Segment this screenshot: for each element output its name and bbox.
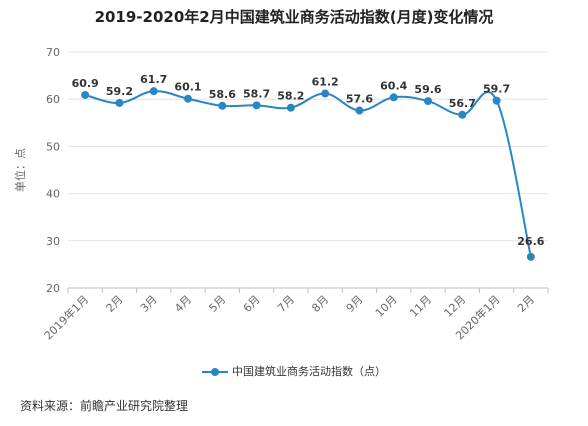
data-point [458,110,467,119]
x-tick-label: 2月 [104,293,126,315]
x-tick-label: 6月 [241,293,263,315]
data-label: 58.6 [209,88,236,101]
x-tick-label: 4月 [172,293,194,315]
y-tick-label: 60 [46,93,60,106]
data-point [81,90,90,99]
y-axis-label: 单位：点 [13,148,27,192]
y-tick-label: 70 [46,46,60,59]
x-tick-label: 12月 [442,293,469,320]
data-point [184,94,192,103]
data-label: 61.7 [140,73,167,86]
y-tick-label: 20 [46,282,60,295]
y-tick-label: 50 [46,140,60,153]
data-label: 60.4 [380,79,407,92]
data-point [252,101,261,110]
x-tick-label: 2月 [515,293,537,315]
data-label: 59.2 [106,85,133,98]
data-point [355,106,364,115]
x-tick-label: 9月 [344,293,366,315]
x-tick-label: 2019年1月 [41,292,91,342]
data-label: 26.6 [517,235,544,248]
data-label: 58.2 [277,90,304,103]
data-label: 56.7 [449,97,476,110]
x-tick-label: 11月 [407,293,434,320]
data-label: 58.7 [243,87,270,100]
data-point [389,93,398,102]
data-label: 60.1 [174,81,201,94]
x-tick-label: 3月 [138,293,160,315]
data-point [321,89,330,98]
data-point [526,252,535,261]
y-tick-label: 30 [46,235,60,248]
x-tick-label: 10月 [373,293,400,320]
data-label: 57.6 [346,93,373,106]
legend-line-marker [202,367,228,377]
data-point [115,98,124,107]
legend: 中国建筑业商务活动指数（点） [0,363,588,379]
source-note: 资料来源：前瞻产业研究院整理 [20,399,189,413]
data-label: 59.7 [483,83,510,96]
data-point [492,96,501,105]
x-tick-label: 8月 [309,293,331,315]
data-point [424,97,432,106]
line-chart: 20 30 40 50 60 70 单位：点 2019年1月 2月 3月 4月 5月 6月 7月 8月 9月 1… [13,46,549,342]
data-point [218,101,227,110]
data-label: 61.2 [312,76,339,89]
data-point [286,103,295,112]
data-point [149,87,158,96]
data-label: 59.6 [414,83,441,96]
x-tick-label: 5月 [206,293,228,315]
x-tick-label: 7月 [275,293,297,315]
chart-title: 2019-2020年2月中国建筑业商务活动指数(月度)变化情况 [94,8,494,26]
y-tick-label: 40 [46,188,60,201]
legend-label: 中国建筑业商务活动指数（点） [232,365,386,378]
data-label: 60.9 [72,77,99,90]
